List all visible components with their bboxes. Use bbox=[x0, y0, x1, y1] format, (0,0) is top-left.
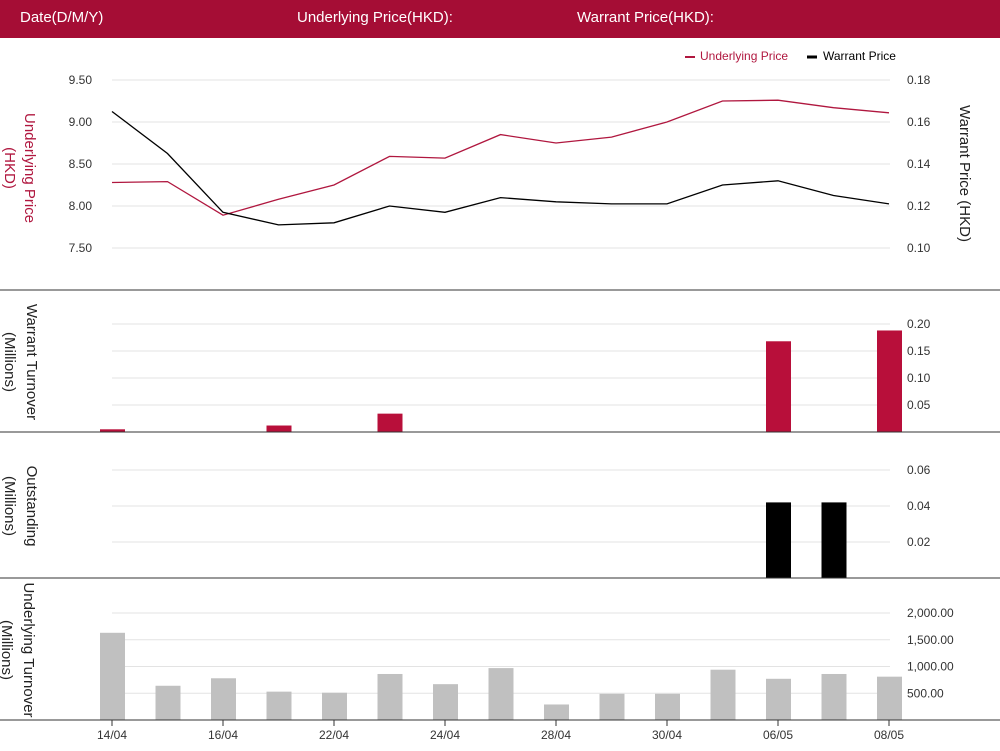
underlying-turnover-bar bbox=[599, 693, 625, 720]
y-tick-label: 0.10 bbox=[907, 371, 931, 385]
warrant-turnover-bar bbox=[377, 413, 403, 432]
underlying-turnover-bar bbox=[821, 673, 847, 720]
legend-warrant-label: Warrant Price bbox=[823, 49, 896, 63]
outstanding-bar bbox=[821, 502, 847, 578]
y-tick-label: 0.15 bbox=[907, 344, 931, 358]
underlying-turnover-bar bbox=[655, 693, 680, 720]
underlying-turnover-bar bbox=[266, 691, 292, 720]
y-tick-label-right: 0.18 bbox=[907, 73, 931, 87]
y-tick-label-right: 0.16 bbox=[907, 115, 931, 129]
underlying-turnover-bar bbox=[488, 668, 514, 720]
y-tick-label: 0.20 bbox=[907, 317, 931, 331]
underlying-turnover-bar bbox=[433, 684, 458, 720]
y-axis-label-warrant: Warrant Price (HKD) bbox=[956, 105, 973, 242]
y-axis-label-warrant-turnover: Warrant Turnover(Millions) bbox=[1, 304, 40, 420]
y-tick-label: 500.00 bbox=[907, 686, 944, 700]
warrant-turnover-bar bbox=[100, 429, 125, 432]
y-tick-label-left: 8.00 bbox=[69, 199, 93, 213]
y-tick-label: 0.06 bbox=[907, 463, 931, 477]
x-axis: 14/04 16/04 22/04 24/04 28/04 30/04 06/05 08/05 bbox=[97, 720, 904, 742]
x-tick-label: 08/05 bbox=[874, 728, 904, 742]
warrant-turnover-panel: 0.20 0.15 0.10 0.05 Warrant Turnover(Millio… bbox=[1, 304, 931, 432]
underlying-turnover-bar bbox=[766, 678, 791, 720]
legend-underlying-label: Underlying Price bbox=[700, 49, 788, 63]
x-tick-label: 22/04 bbox=[319, 728, 349, 742]
outstanding-bar bbox=[766, 502, 791, 578]
x-tick-label: 06/05 bbox=[763, 728, 793, 742]
y-tick-label: 0.02 bbox=[907, 535, 931, 549]
outstanding-panel: 0.06 0.04 0.02 Outstanding(Millions) bbox=[1, 463, 931, 578]
x-tick-label: 14/04 bbox=[97, 728, 127, 742]
warrant-price-label: Warrant Price(HKD): bbox=[577, 9, 714, 26]
x-tick-label: 28/04 bbox=[541, 728, 571, 742]
warrant-turnover-bar bbox=[766, 341, 791, 432]
underlying-turnover-bar bbox=[877, 676, 902, 720]
underlying-turnover-bar bbox=[100, 632, 125, 720]
underlying-turnover-bar bbox=[710, 669, 736, 720]
y-axis-label-outstanding: Outstanding(Millions) bbox=[1, 466, 40, 547]
underlying-turnover-bar bbox=[544, 704, 569, 720]
date-label: Date(D/M/Y) bbox=[20, 9, 104, 26]
chart-header: Date(D/M/Y) Underlying Price(HKD): Warra… bbox=[0, 0, 1000, 38]
y-tick-label-right: 0.14 bbox=[907, 157, 931, 171]
x-tick-label: 16/04 bbox=[208, 728, 238, 742]
y-tick-label-right: 0.12 bbox=[907, 199, 931, 213]
underlying-price-label: Underlying Price(HKD): bbox=[297, 9, 453, 26]
y-tick-label-left: 7.50 bbox=[69, 241, 93, 255]
underlying-price-line bbox=[111, 99, 890, 216]
x-tick-label: 30/04 bbox=[652, 728, 682, 742]
legend: Underlying Price Warrant Price bbox=[685, 49, 896, 63]
underlying-turnover-panel: 2,000.00 1,500.00 1,000.00 500.00 Underlyin… bbox=[0, 582, 954, 720]
price-panel: 9.50 9.00 8.50 8.00 7.50 0.18 0.16 0.14 0.12 0.1… bbox=[1, 49, 973, 255]
underlying-turnover-bar bbox=[377, 673, 403, 720]
underlying-turnover-bar bbox=[211, 678, 236, 720]
y-tick-label: 1,500.00 bbox=[907, 633, 954, 647]
y-tick-label: 0.04 bbox=[907, 499, 931, 513]
underlying-turnover-bar bbox=[322, 692, 347, 720]
underlying-turnover-bar bbox=[155, 685, 181, 720]
warrant-turnover-bar bbox=[266, 425, 292, 432]
y-axis-label-underlying: Underlying Price(HKD) bbox=[1, 113, 38, 223]
warrant-turnover-bar bbox=[877, 330, 902, 432]
y-tick-label-right: 0.10 bbox=[907, 241, 931, 255]
x-tick-label: 24/04 bbox=[430, 728, 460, 742]
y-tick-label: 1,000.00 bbox=[907, 660, 954, 674]
y-tick-label-left: 9.00 bbox=[69, 115, 93, 129]
warrant-price-line bbox=[111, 110, 890, 226]
y-tick-label: 0.05 bbox=[907, 398, 931, 412]
y-tick-label-left: 9.50 bbox=[69, 73, 93, 87]
y-tick-label: 2,000.00 bbox=[907, 606, 954, 620]
y-axis-label-underlying-turnover: Underlying Turnover(Millions) bbox=[0, 582, 37, 717]
y-tick-label-left: 8.50 bbox=[69, 157, 93, 171]
